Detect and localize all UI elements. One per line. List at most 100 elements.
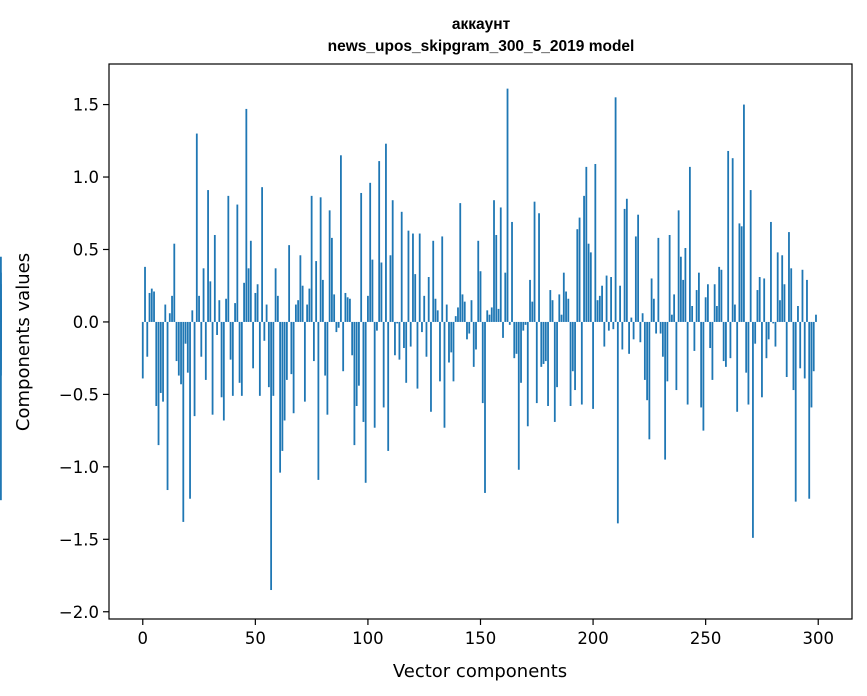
bar-144 xyxy=(466,321,468,340)
bar-209 xyxy=(612,321,615,330)
bar-299 xyxy=(815,314,817,322)
bar-86 xyxy=(335,321,338,333)
bar-150 xyxy=(479,271,482,322)
bar-49 xyxy=(252,321,254,369)
x-tick-label: 100 xyxy=(352,629,384,648)
bar-54 xyxy=(263,321,266,341)
y-tick-label: −1.0 xyxy=(59,458,99,477)
bar-148 xyxy=(475,321,477,350)
bar-119 xyxy=(409,321,412,347)
bar-182 xyxy=(551,300,554,322)
bar-220 xyxy=(637,214,640,322)
bar-173 xyxy=(531,301,534,322)
bar-16 xyxy=(177,321,180,376)
bar-165 xyxy=(513,321,516,359)
bar-159 xyxy=(499,207,502,322)
bar-41 xyxy=(234,303,236,322)
bar-10 xyxy=(164,304,167,322)
bar-192 xyxy=(574,321,576,391)
bar-47 xyxy=(247,268,250,322)
bar-107 xyxy=(382,321,385,408)
y-tick-label: −1.5 xyxy=(59,530,99,549)
bar-235 xyxy=(670,314,673,322)
bar-245 xyxy=(693,321,696,351)
bar-55 xyxy=(265,304,268,322)
bar-76 xyxy=(312,321,315,362)
bar-223 xyxy=(643,321,646,380)
bar-189 xyxy=(567,298,570,322)
bar-265 xyxy=(738,223,741,322)
bar-170 xyxy=(524,321,527,325)
bar-12 xyxy=(168,313,171,322)
bar-44 xyxy=(240,321,243,396)
bar-161 xyxy=(504,272,507,322)
bar-233 xyxy=(666,321,669,382)
bar-8 xyxy=(159,321,162,393)
bar-99 xyxy=(364,321,367,483)
bar-273 xyxy=(756,290,759,322)
bar-219 xyxy=(634,236,637,322)
bar-157 xyxy=(495,234,498,322)
bar-21 xyxy=(189,321,191,499)
bar-256 xyxy=(718,266,721,322)
bar-298 xyxy=(812,321,815,372)
bar-199 xyxy=(589,252,592,322)
x-tick-label: 250 xyxy=(690,629,722,648)
bar-168 xyxy=(520,321,522,383)
bar-97 xyxy=(360,192,363,322)
bar-131 xyxy=(436,310,439,322)
bar-152 xyxy=(484,321,486,493)
bar-203 xyxy=(598,295,601,322)
bar-222 xyxy=(641,313,644,322)
x-axis-label: Vector components xyxy=(393,661,567,682)
bar-142 xyxy=(461,294,464,322)
bar-130 xyxy=(434,298,437,322)
bar-290 xyxy=(794,321,797,502)
bar-183 xyxy=(553,321,556,422)
bar-5 xyxy=(153,291,155,322)
bar-264 xyxy=(736,321,739,412)
y-axis-label: Components values xyxy=(13,253,34,431)
bar-158 xyxy=(497,308,500,322)
bar-116 xyxy=(403,321,405,349)
bar-11 xyxy=(166,321,169,491)
bar-285 xyxy=(783,284,786,322)
bar-undefined xyxy=(0,321,2,351)
bar-69 xyxy=(297,300,300,322)
bar-87 xyxy=(337,321,340,328)
bar-2 xyxy=(146,321,149,357)
bar-288 xyxy=(790,268,793,322)
bar-232 xyxy=(664,321,667,460)
bar-261 xyxy=(729,321,732,359)
bar-82 xyxy=(326,321,329,415)
bar-243 xyxy=(688,166,691,322)
bar-93 xyxy=(351,321,354,356)
bar-23 xyxy=(193,321,196,417)
bar-68 xyxy=(294,304,297,322)
bar-270 xyxy=(749,190,752,322)
bar-213 xyxy=(621,321,624,350)
bar-51 xyxy=(256,284,259,322)
bar-297 xyxy=(810,321,813,408)
bar-109 xyxy=(387,321,390,451)
bar-108 xyxy=(385,143,387,322)
bar-195 xyxy=(580,321,583,405)
y-tick-label: 0.5 xyxy=(73,240,99,259)
bar-277 xyxy=(765,321,768,359)
bar-244 xyxy=(691,306,694,322)
bar-57 xyxy=(270,321,273,591)
bar-61 xyxy=(279,321,282,473)
bar-228 xyxy=(655,321,658,334)
bar-undefined xyxy=(0,321,2,501)
bar-268 xyxy=(745,321,748,373)
bar-284 xyxy=(781,255,784,322)
bar-197 xyxy=(585,166,588,322)
bar-36 xyxy=(222,321,225,421)
bar-248 xyxy=(700,321,703,408)
bar-56 xyxy=(267,321,270,388)
bar-27 xyxy=(202,268,205,322)
x-tick-label: 50 xyxy=(245,629,266,648)
bar-125 xyxy=(423,295,426,322)
bar-204 xyxy=(601,285,603,322)
